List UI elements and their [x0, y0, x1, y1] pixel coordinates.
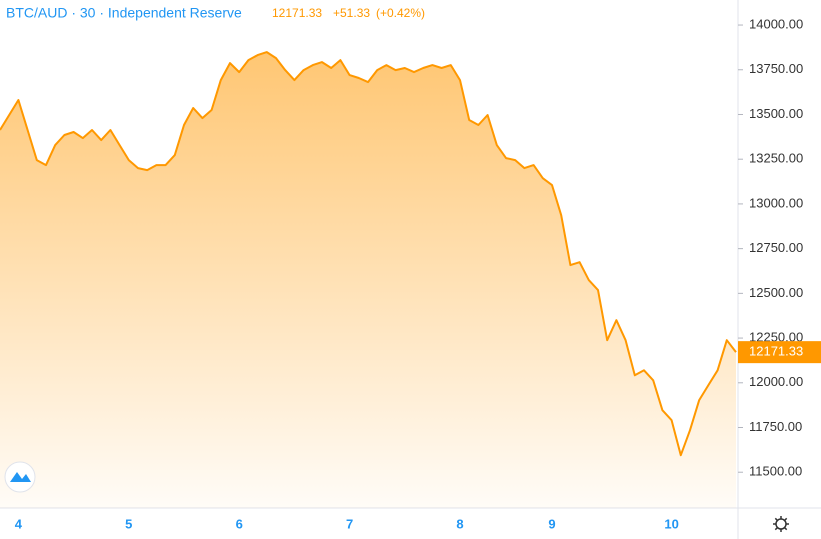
x-tick-label: 4	[15, 516, 23, 531]
y-tick-label: 14000.00	[749, 16, 803, 31]
y-tick-label: 13500.00	[749, 106, 803, 121]
x-tick-label: 6	[236, 516, 243, 531]
chart-title: BTC/AUD · 30 · Independent Reserve	[6, 5, 242, 21]
header-change: +51.33	[333, 6, 370, 20]
area-fill	[0, 52, 736, 508]
y-tick-label: 12250.00	[749, 330, 803, 345]
x-tick-label: 10	[664, 516, 678, 531]
header-change-percent: (+0.42%)	[376, 6, 425, 20]
y-tick-label: 13000.00	[749, 195, 803, 210]
header-last-price: 12171.33	[272, 6, 322, 20]
x-tick-label: 5	[125, 516, 132, 531]
y-tick-label: 13750.00	[749, 61, 803, 76]
y-tick-label: 11750.00	[749, 419, 802, 434]
plot	[0, 51, 737, 508]
x-tick-label: 8	[456, 516, 463, 531]
x-tick-label: 7	[346, 516, 353, 531]
last-price-box	[738, 341, 821, 364]
y-tick-label: 12500.00	[749, 285, 803, 300]
y-tick-label: 11500.00	[749, 464, 802, 479]
settings-icon[interactable]	[773, 516, 789, 532]
price-line	[0, 51, 737, 457]
y-tick-label: 12750.00	[749, 240, 803, 255]
logo[interactable]	[4, 461, 36, 493]
last-price-label: 12171.33	[749, 344, 803, 359]
y-tick-label: 12000.00	[749, 374, 803, 389]
y-tick-label: 13250.00	[749, 151, 803, 166]
x-tick-label: 9	[548, 516, 555, 531]
